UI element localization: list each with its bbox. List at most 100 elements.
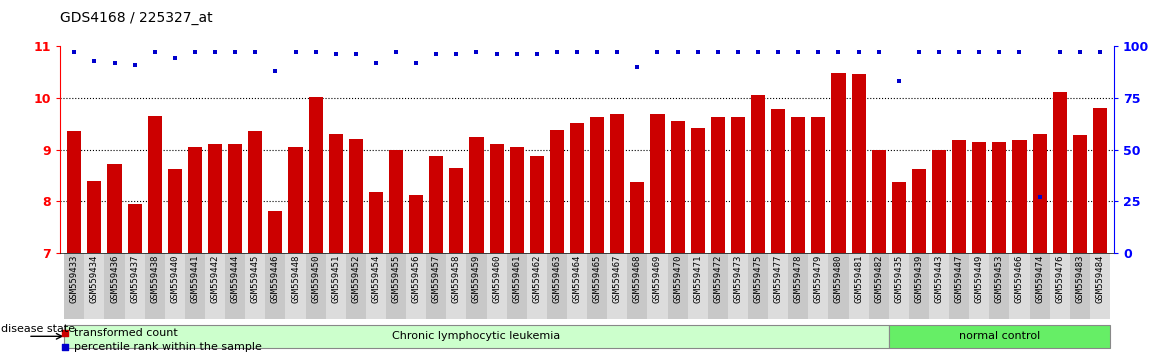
Bar [1053, 92, 1067, 253]
Bar [768, 253, 789, 319]
Point [105, 60, 124, 65]
Point [628, 64, 646, 70]
Point [447, 51, 466, 57]
Bar [188, 147, 201, 253]
Bar [731, 118, 745, 253]
Point [266, 68, 285, 74]
Text: disease state: disease state [1, 324, 75, 334]
Bar [771, 109, 785, 253]
Bar [969, 253, 989, 319]
Text: GSM559440: GSM559440 [170, 255, 179, 303]
Text: GSM559433: GSM559433 [69, 255, 79, 303]
Bar [369, 192, 383, 253]
Text: transformed count: transformed count [74, 328, 178, 338]
Bar [306, 253, 325, 319]
Point [65, 50, 83, 55]
Text: GSM559468: GSM559468 [633, 255, 642, 303]
Bar [490, 144, 504, 253]
Text: GSM559456: GSM559456 [411, 255, 420, 303]
Bar [547, 253, 567, 319]
Text: GSM559473: GSM559473 [733, 255, 742, 303]
Point [1031, 194, 1049, 200]
Bar [449, 168, 463, 253]
Point [528, 51, 547, 57]
Point [56, 330, 74, 336]
Point [1050, 50, 1069, 55]
Bar [245, 253, 265, 319]
Bar [127, 204, 141, 253]
Point [588, 50, 607, 55]
Bar [892, 182, 906, 253]
Point [648, 50, 667, 55]
Text: GSM559462: GSM559462 [533, 255, 541, 303]
Point [245, 50, 264, 55]
Text: normal control: normal control [959, 331, 1040, 341]
Text: GSM559478: GSM559478 [793, 255, 802, 303]
Text: GSM559441: GSM559441 [190, 255, 199, 303]
Bar [104, 253, 125, 319]
Point [950, 50, 968, 55]
Bar [708, 253, 728, 319]
Bar [929, 253, 950, 319]
Point [749, 50, 768, 55]
Point [346, 51, 365, 57]
Point [970, 50, 989, 55]
Bar [308, 97, 323, 253]
Bar [989, 253, 1010, 319]
Bar [752, 95, 765, 253]
Bar [607, 253, 628, 319]
Point [990, 50, 1009, 55]
Bar [567, 253, 587, 319]
Bar [888, 325, 1111, 348]
Bar [208, 144, 222, 253]
Bar [1090, 253, 1111, 319]
Text: GSM559463: GSM559463 [552, 255, 562, 303]
Point [367, 60, 386, 65]
Point [1070, 50, 1089, 55]
Bar [909, 253, 929, 319]
Point [728, 50, 747, 55]
Bar [164, 253, 185, 319]
Bar [1029, 253, 1049, 319]
Bar [510, 147, 523, 253]
Bar [248, 131, 263, 253]
Bar [486, 253, 507, 319]
Point [125, 62, 144, 68]
Bar [1012, 140, 1026, 253]
Text: GSM559465: GSM559465 [593, 255, 602, 303]
Bar [868, 253, 888, 319]
Point [668, 50, 687, 55]
Bar [265, 253, 286, 319]
Point [427, 51, 446, 57]
Bar [530, 156, 544, 253]
Bar [851, 74, 866, 253]
Bar [389, 150, 403, 253]
Text: GSM559447: GSM559447 [954, 255, 963, 303]
Point [809, 50, 828, 55]
Text: GSM559442: GSM559442 [211, 255, 220, 303]
Point [507, 51, 526, 57]
Bar [849, 253, 868, 319]
Bar [269, 211, 283, 253]
Bar [1010, 253, 1029, 319]
Point [1091, 50, 1109, 55]
Point [769, 50, 787, 55]
Bar [64, 253, 85, 319]
Bar [647, 253, 667, 319]
Bar [108, 164, 122, 253]
Bar [1072, 135, 1087, 253]
Point [327, 51, 345, 57]
Bar [346, 253, 366, 319]
Text: GSM559472: GSM559472 [713, 255, 723, 303]
Point [56, 344, 74, 350]
Point [870, 50, 888, 55]
Bar [791, 118, 805, 253]
Text: GSM559436: GSM559436 [110, 255, 119, 303]
Bar [87, 181, 102, 253]
Text: GSM559450: GSM559450 [312, 255, 320, 303]
Bar [828, 253, 849, 319]
Bar [469, 137, 484, 253]
Bar [325, 253, 346, 319]
Text: GSM559446: GSM559446 [271, 255, 280, 303]
Bar [288, 147, 302, 253]
